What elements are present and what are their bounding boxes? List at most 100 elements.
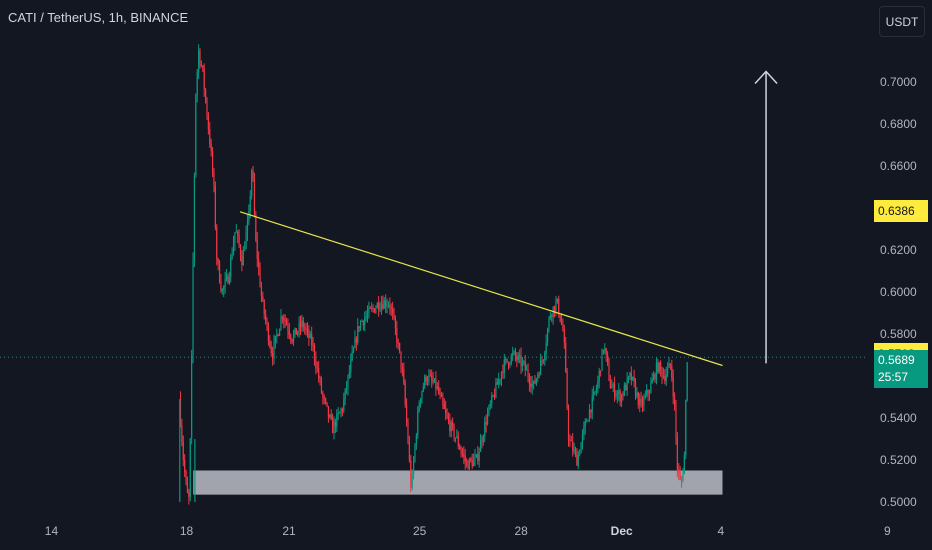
candle-body xyxy=(452,422,454,426)
y-tick-label: 0.5400 xyxy=(880,411,917,425)
candle-body xyxy=(553,306,556,312)
candle-body xyxy=(372,307,374,309)
y-tick-label: 0.7000 xyxy=(880,75,917,89)
candle-body xyxy=(579,453,581,455)
candle-body xyxy=(669,363,672,366)
candle-body xyxy=(630,372,632,380)
candle-body xyxy=(294,328,296,335)
candle-body xyxy=(238,234,240,246)
candle-body xyxy=(598,370,600,382)
candle-body xyxy=(496,382,498,385)
candle-body xyxy=(474,456,476,460)
candle-body xyxy=(509,363,511,366)
candle-body xyxy=(651,379,653,384)
candle-body xyxy=(505,358,507,360)
currency-unit-button[interactable]: USDT xyxy=(879,6,925,37)
candle-body xyxy=(414,444,416,461)
candle-body xyxy=(345,387,348,389)
candle-body xyxy=(188,492,190,497)
candle-body xyxy=(535,378,538,384)
candle-body xyxy=(343,399,345,411)
candle-body xyxy=(306,329,309,331)
candle-body xyxy=(623,384,625,396)
candle-body xyxy=(369,307,371,309)
candle-body xyxy=(542,360,544,362)
candle-body xyxy=(433,378,436,383)
candle-body xyxy=(472,459,475,467)
candle-body xyxy=(333,421,335,434)
candle-body xyxy=(573,449,575,452)
candle-body xyxy=(246,221,249,233)
candle-body xyxy=(627,376,630,379)
candle-body xyxy=(298,322,300,332)
candle-body xyxy=(470,458,472,461)
candle-body xyxy=(541,360,543,362)
candle-body xyxy=(679,473,681,480)
candle-body xyxy=(482,436,484,443)
candle-body xyxy=(221,289,223,292)
candle-body xyxy=(295,328,297,335)
candle-body xyxy=(491,395,493,404)
candle-body xyxy=(606,354,609,364)
candle-body xyxy=(387,304,390,306)
candle-body xyxy=(493,395,496,398)
candle-body xyxy=(626,378,628,391)
candle-body xyxy=(334,421,337,428)
candle-body xyxy=(290,335,292,340)
candle-body xyxy=(182,441,184,460)
candle-body xyxy=(611,386,613,389)
candle-body xyxy=(348,371,350,376)
candle-body xyxy=(580,442,582,454)
candle-body xyxy=(186,482,189,493)
candle-body xyxy=(252,170,254,179)
candle-body xyxy=(373,308,376,313)
candle-body xyxy=(366,313,369,317)
candle-body xyxy=(512,353,514,356)
candle-body xyxy=(200,63,203,66)
candle-body xyxy=(481,440,483,443)
candle-body xyxy=(422,386,424,392)
candle-body xyxy=(459,445,461,450)
candle-body xyxy=(297,331,299,335)
candle-body xyxy=(648,392,651,394)
candle-body xyxy=(415,435,417,445)
current-price-badge: 0.5689 25:57 xyxy=(874,350,928,389)
chart-title[interactable]: CATI / TetherUS, 1h, BINANCE xyxy=(8,10,189,25)
candle-body xyxy=(179,399,182,425)
candle-body xyxy=(193,175,196,261)
candle-body xyxy=(667,367,669,375)
candle-body xyxy=(288,330,290,336)
candle-body xyxy=(390,307,392,309)
candle-body xyxy=(612,384,614,387)
candle-body xyxy=(527,369,529,378)
x-tick-label: 25 xyxy=(412,524,427,538)
candle-body xyxy=(601,349,603,371)
candle-body xyxy=(223,286,225,290)
candle-body xyxy=(313,345,316,359)
candle-body xyxy=(412,460,415,475)
candle-body xyxy=(311,334,313,345)
candle-body xyxy=(678,469,680,474)
candle-body xyxy=(665,374,667,381)
candle-body xyxy=(658,362,660,372)
candle-body xyxy=(204,89,207,101)
candle-body xyxy=(633,376,635,383)
candle-body xyxy=(277,334,279,336)
candle-body xyxy=(308,329,310,338)
candle-body xyxy=(549,315,551,319)
candle-body xyxy=(344,388,346,400)
candle-body xyxy=(475,454,477,457)
candle-body xyxy=(260,286,263,296)
candle-body xyxy=(426,381,429,383)
candle-body xyxy=(620,394,623,403)
candle-body xyxy=(218,263,221,283)
candle-body xyxy=(352,347,355,353)
candle-body xyxy=(316,367,318,369)
candle-body xyxy=(672,377,674,397)
candle-body xyxy=(419,398,422,404)
candle-body xyxy=(220,282,222,292)
candle-body xyxy=(269,341,271,347)
candle-body xyxy=(629,372,631,377)
candle-body xyxy=(326,402,328,407)
